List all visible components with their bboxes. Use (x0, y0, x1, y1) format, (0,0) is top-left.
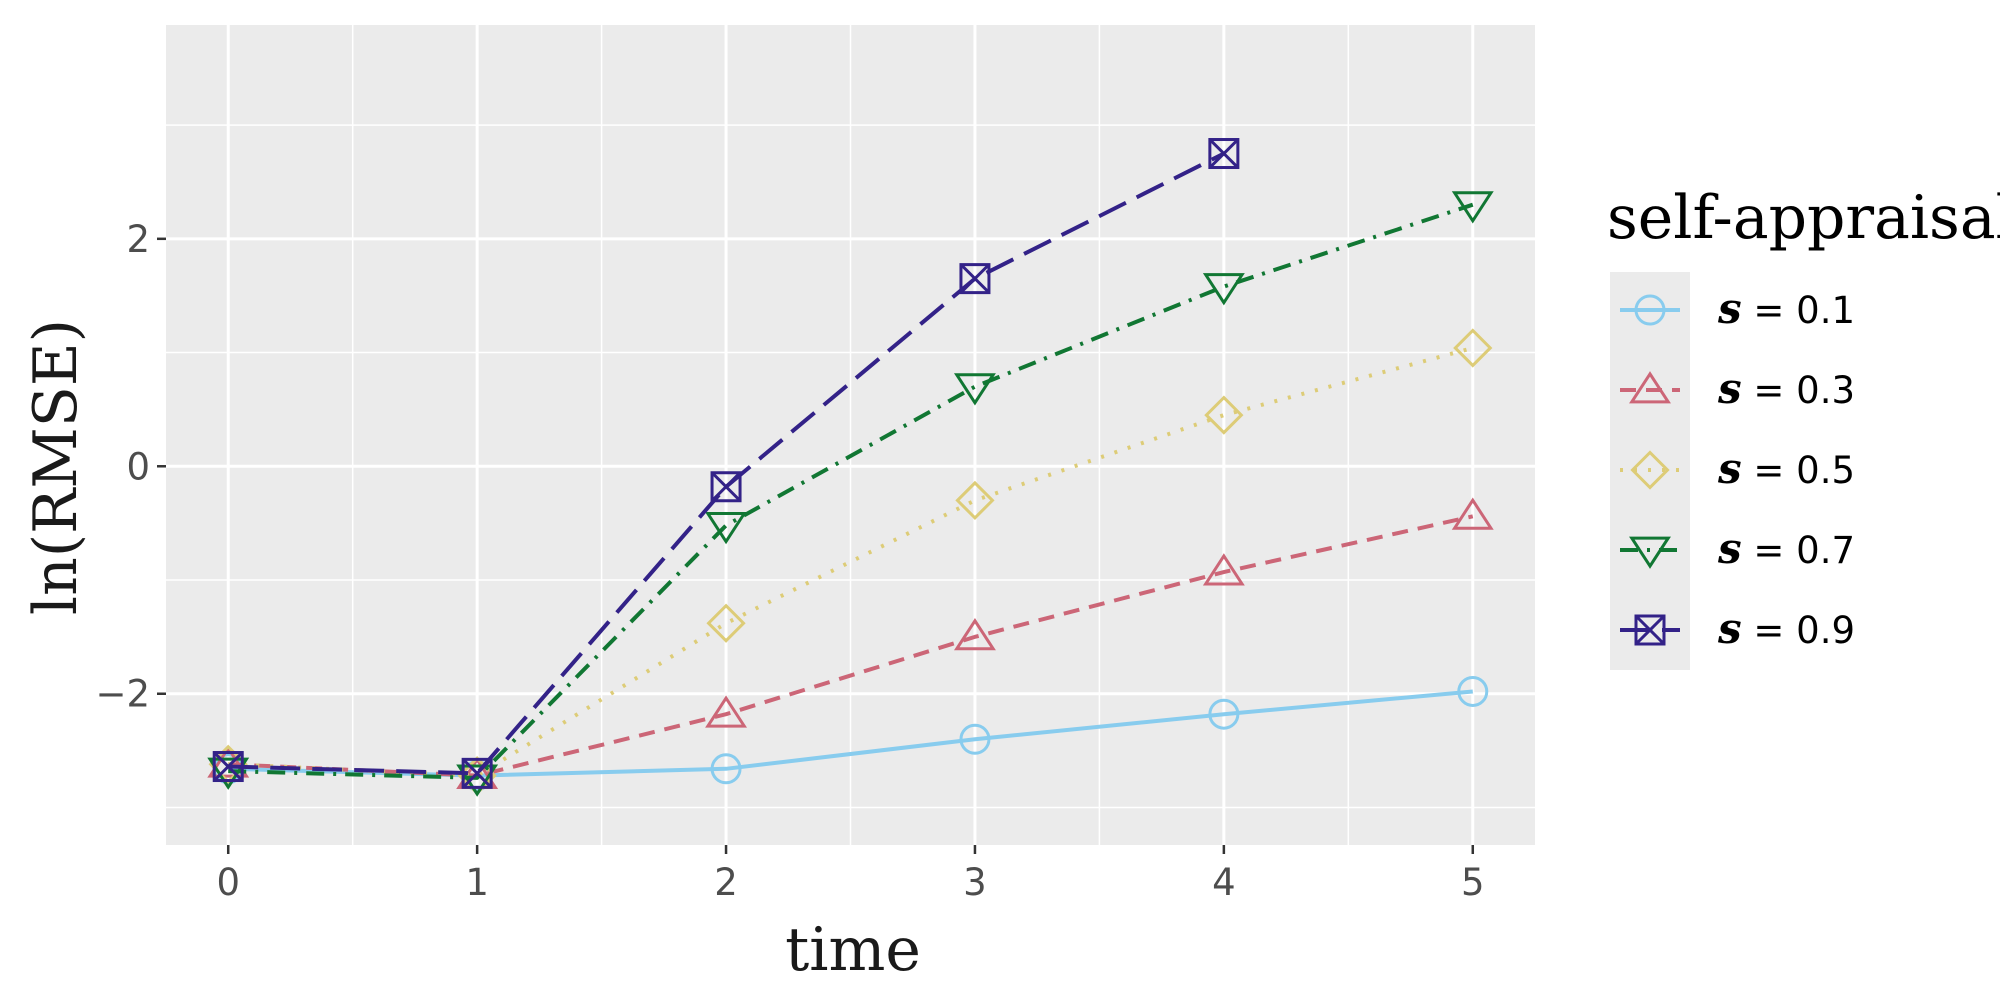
data-point (710, 471, 742, 503)
legend-label: s = 0.9 (1717, 604, 1855, 653)
legend-variable: s (1717, 524, 1742, 573)
legend-label: s = 0.1 (1717, 284, 1855, 333)
data-point (1202, 553, 1245, 586)
data-point (959, 263, 991, 295)
data-point (207, 757, 250, 790)
x-tick-label: 2 (714, 861, 738, 904)
legend-value: = 0.3 (1742, 369, 1855, 412)
data-point (1208, 698, 1240, 730)
data-point (456, 764, 499, 797)
legend-entry: s = 0.5 (1620, 444, 1855, 493)
square-x-box (212, 751, 244, 783)
legend-title: self-appraisal (1607, 183, 2000, 253)
square-x-cross (1208, 138, 1239, 169)
data-point (955, 480, 995, 521)
legend-entry: s = 0.1 (1620, 284, 1855, 333)
legend-value: = 0.9 (1742, 609, 1855, 652)
legend-value: = 0.1 (1742, 289, 1855, 332)
data-point (959, 723, 991, 755)
legend-key-marker (1634, 614, 1666, 646)
x-tick-label: 0 (216, 861, 240, 904)
series-0.3 (207, 497, 1494, 790)
square-x-box (710, 471, 742, 503)
data-point (953, 373, 996, 406)
square-x-cross (213, 751, 244, 782)
legend-value: = 0.7 (1742, 529, 1855, 572)
x-axis-title: time (785, 915, 921, 985)
square-x-cross (462, 758, 493, 789)
axis-ticks: 0 1 2 3 4 5 −2 0 2 (95, 218, 1484, 904)
x-tick-label: 3 (963, 861, 987, 904)
legend-variable: s (1717, 604, 1742, 653)
y-tick-label: 0 (126, 445, 150, 488)
data-point (1457, 675, 1489, 707)
data-point (705, 695, 748, 728)
legend-key-marker (1630, 450, 1670, 490)
legend-label: s = 0.3 (1717, 364, 1855, 413)
data-point (1451, 191, 1494, 224)
series-0.9 (212, 138, 1240, 789)
legend-variable: s (1717, 444, 1742, 493)
x-tick-label: 5 (1461, 861, 1485, 904)
legend-entry: s = 0.9 (1620, 604, 1855, 653)
series-0.7 (207, 191, 1494, 797)
square-x-cross (959, 263, 991, 294)
square-x-cross (710, 471, 742, 502)
data-point (1208, 138, 1240, 170)
data-point (706, 603, 746, 643)
series-line (228, 202, 1474, 780)
data-point (461, 757, 493, 789)
x-tick-label: 1 (465, 861, 489, 904)
y-axis-title: ln(RMSE) (21, 319, 91, 615)
data-point (207, 745, 250, 778)
legend-variable: s (1717, 364, 1742, 413)
series-line (228, 689, 1473, 778)
data-point (1202, 273, 1245, 306)
y-tick-label: −2 (95, 673, 150, 716)
data-point (705, 512, 748, 545)
square-x-box (1208, 138, 1240, 170)
legend-variable: s (1717, 284, 1742, 333)
legend-key-marker (1629, 536, 1671, 569)
square-x-box (959, 263, 991, 295)
data-point (1451, 497, 1494, 530)
minor-gridlines (166, 25, 1535, 845)
series-line (228, 514, 1474, 778)
legend-entries: s = 0.1s = 0.3s = 0.5s = 0.7s = 0.9 (1620, 284, 1855, 653)
major-gridlines (166, 25, 1535, 845)
series-layer (207, 138, 1494, 797)
data-point (1453, 328, 1493, 368)
legend-value: = 0.5 (1742, 449, 1855, 492)
data-point (953, 618, 996, 651)
legend-entry: s = 0.7 (1620, 524, 1855, 573)
data-point (710, 753, 742, 785)
legend-label: s = 0.5 (1717, 444, 1855, 493)
square-x-cross (1634, 614, 1666, 646)
legend-entry: s = 0.3 (1620, 364, 1855, 413)
data-point (1204, 395, 1244, 435)
data-point (212, 751, 244, 783)
square-x-box (1634, 614, 1666, 646)
x-tick-label: 4 (1212, 861, 1236, 904)
legend-label: s = 0.7 (1717, 524, 1855, 573)
legend-key-marker (1634, 294, 1666, 326)
square-x-box (461, 757, 493, 789)
legend-key-marker (1629, 371, 1671, 404)
y-tick-label: 2 (126, 218, 150, 261)
legend: self-appraisal s = 0.1s = 0.3s = 0.5s = … (1607, 183, 2000, 670)
